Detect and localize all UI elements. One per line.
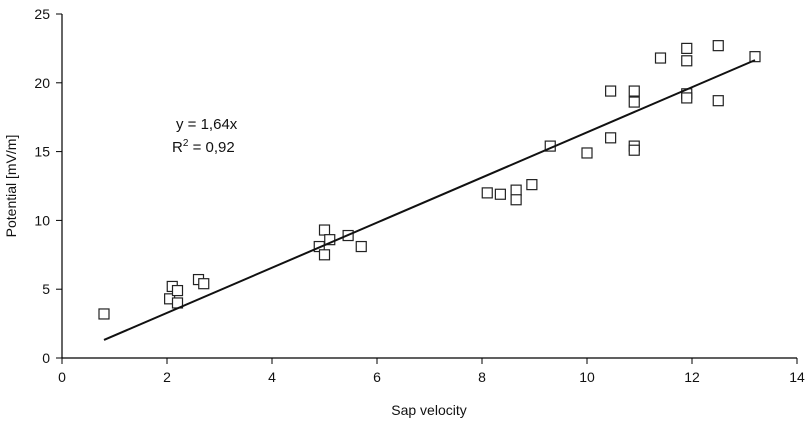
data-point — [681, 92, 693, 104]
x-tick-label: 8 — [478, 369, 486, 385]
data-point — [628, 144, 640, 156]
data-point — [510, 184, 522, 196]
r-squared-superscript: 2 — [183, 138, 189, 149]
data-point — [712, 40, 724, 52]
data-point — [681, 55, 693, 67]
y-tick-label: 0 — [42, 350, 50, 366]
data-point — [628, 85, 640, 97]
data-point — [198, 278, 210, 290]
data-point — [605, 85, 617, 97]
y-tick-label: 25 — [34, 6, 50, 22]
data-point — [494, 188, 506, 200]
data-point — [749, 51, 761, 63]
data-markers — [98, 40, 761, 320]
data-point — [581, 147, 593, 159]
r-squared-symbol: R — [172, 139, 183, 156]
data-point — [526, 179, 538, 191]
data-point — [681, 42, 693, 55]
data-point — [712, 95, 724, 107]
axes — [61, 14, 797, 359]
data-point — [324, 234, 336, 246]
data-point — [318, 224, 331, 236]
x-tick-label: 0 — [58, 369, 66, 385]
x-tick-label: 2 — [163, 369, 171, 385]
data-point — [98, 308, 110, 320]
data-point — [171, 284, 184, 297]
x-axis-title: Sap velocity — [391, 402, 466, 418]
x-tick-label: 10 — [579, 369, 595, 385]
regression-line — [103, 59, 756, 341]
y-tick-label: 5 — [42, 281, 50, 297]
y-axis-title: Potential [mV/m] — [3, 135, 19, 238]
x-tick-label: 14 — [789, 369, 805, 385]
data-point — [481, 187, 493, 199]
regression-equation: y = 1,64x — [176, 116, 238, 133]
x-tick-label: 12 — [684, 369, 700, 385]
y-tick-label: 10 — [34, 212, 50, 228]
data-point — [628, 96, 640, 108]
data-point — [355, 240, 367, 253]
r-squared-label: R2 = 0,92 — [172, 138, 235, 156]
x-tick-label: 4 — [268, 369, 276, 385]
data-point — [605, 132, 617, 144]
data-point — [318, 249, 331, 261]
y-tick-label: 20 — [34, 75, 50, 91]
y-tick-label: 15 — [34, 144, 50, 160]
data-point — [510, 194, 522, 206]
x-tick-label: 6 — [373, 369, 381, 385]
r-squared-value: = 0,92 — [188, 139, 234, 156]
data-point — [654, 52, 667, 64]
ticks: 0 2 4 6 8 10 12 14 0 5 10 15 20 25 — [34, 6, 805, 385]
